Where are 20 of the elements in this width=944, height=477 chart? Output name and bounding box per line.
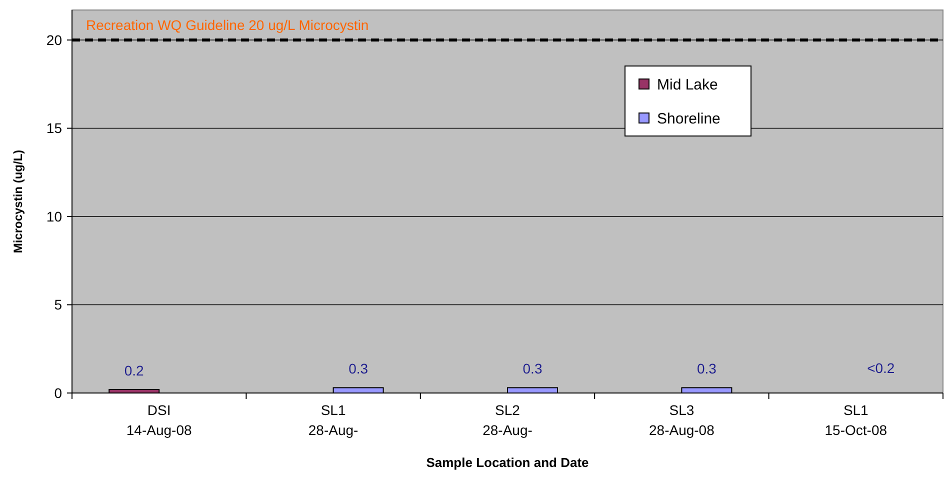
- legend-label: Mid Lake: [657, 76, 718, 94]
- y-tick-label: 20: [46, 32, 62, 48]
- text: <0.2: [867, 360, 895, 376]
- x-axis-title: Sample Location and Date: [426, 455, 589, 470]
- y-axis-title: Microcystin (ug/L): [11, 150, 25, 254]
- x-tick-label: SL1 28-Aug-: [308, 402, 359, 438]
- data-label: 0.2: [124, 362, 144, 378]
- x-tick-label: SL3 28-Aug-08: [649, 402, 715, 438]
- ref-line-label: Recreation WQ Guideline 20 ug/L Microcystin: [86, 17, 369, 34]
- y-tick-label: 5: [54, 296, 62, 313]
- data-label: 0.3: [696, 360, 717, 377]
- y-tick-label: 15: [46, 120, 62, 136]
- y-tick-label: 10: [46, 208, 62, 224]
- legend-label: Shoreline: [657, 110, 720, 128]
- x-tick-label: DSI 14-Aug-08: [126, 402, 192, 438]
- y-tick-label: 0: [54, 384, 62, 401]
- x-tick-label: SL2 28-Aug-: [482, 402, 533, 438]
- x-tick-label: SL1 15-Oct-08: [824, 402, 888, 438]
- data-label: 0.3: [348, 360, 368, 377]
- data-label: 0.3: [522, 360, 542, 377]
